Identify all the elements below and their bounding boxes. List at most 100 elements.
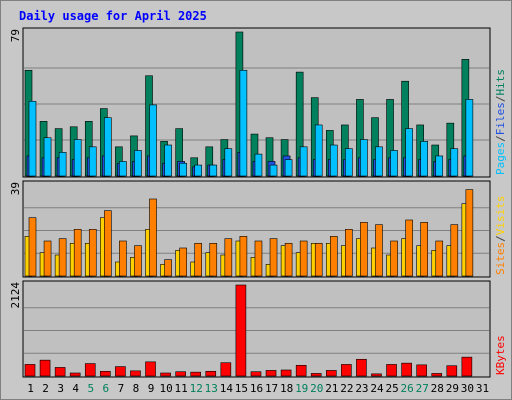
x-tick-label-day-3: 3 [57, 382, 64, 395]
x-tick-label-day-5: 5 [87, 382, 94, 395]
bar-pages-day-8 [134, 150, 142, 177]
x-tick-label-day-24: 24 [370, 382, 384, 395]
bar-sites-day-20 [314, 243, 323, 277]
bar-pages-day-17 [269, 164, 278, 177]
bar-kbytes-day-6 [100, 370, 111, 377]
bar-pages-day-22 [345, 148, 353, 177]
bar-pages-day-3 [58, 152, 67, 177]
bar-sites-day-7 [119, 240, 127, 277]
bar-pages-day-18 [284, 159, 293, 177]
bar-kbytes-day-8 [130, 370, 141, 377]
x-tick-label-day-31: 31 [476, 382, 489, 395]
x-tick-label-day-16: 16 [250, 382, 263, 395]
bar-kbytes-day-18 [280, 369, 292, 377]
bar-kbytes-day-16 [250, 371, 262, 377]
panel-hits-max-label: 79 [9, 29, 22, 42]
bar-sites-day-2 [43, 240, 52, 277]
chart-title: Daily usage for April 2025 [19, 9, 207, 23]
bar-pages-day-28 [435, 155, 444, 177]
bar-pages-day-26 [405, 128, 413, 177]
x-tick-label-day-10: 10 [159, 382, 172, 395]
bar-sites-day-23 [360, 222, 368, 277]
bar-sites-day-17 [269, 238, 278, 277]
bar-sites-day-1 [28, 217, 37, 277]
x-tick-label-day-30: 30 [461, 382, 474, 395]
panel-kbytes-legend: KBytes [494, 335, 507, 375]
x-tick-label-day-15: 15 [235, 382, 248, 395]
legend-item: / [494, 235, 507, 242]
bar-sites-day-16 [254, 240, 263, 277]
bar-kbytes-day-9 [145, 361, 156, 377]
bar-pages-day-2 [43, 137, 52, 177]
bar-pages-day-13 [209, 164, 218, 177]
x-tick-label-day-23: 23 [355, 382, 368, 395]
bar-pages-day-14 [224, 148, 233, 177]
bar-kbytes-day-2 [39, 359, 51, 377]
legend-item: Hits [494, 69, 507, 96]
bar-pages-day-25 [390, 150, 398, 177]
bar-sites-day-30 [465, 189, 474, 277]
bar-kbytes-day-12 [190, 371, 202, 377]
panel-visits-legend: Sites/Visits [494, 196, 507, 276]
x-tick-label-day-7: 7 [118, 382, 125, 395]
bar-sites-day-26 [405, 219, 413, 277]
bar-pages-day-16 [254, 153, 263, 177]
x-tick-label-day-26: 26 [401, 382, 414, 395]
legend-item: Sites [494, 242, 507, 275]
bar-pages-day-30 [465, 99, 474, 177]
x-tick-label-day-28: 28 [431, 382, 444, 395]
bar-sites-day-5 [88, 229, 97, 277]
legend-item: / [494, 135, 507, 142]
bar-pages-day-10 [164, 144, 172, 177]
bar-kbytes-day-20 [310, 373, 322, 377]
bar-pages-day-1 [28, 100, 37, 177]
bar-kbytes-day-15 [235, 284, 247, 377]
x-tick-label-day-19: 19 [295, 382, 308, 395]
panel-hits-legend: Pages/Files/Hits [494, 69, 507, 175]
bar-sites-day-22 [345, 229, 353, 277]
bar-sites-day-29 [450, 224, 459, 277]
x-tick-label-day-8: 8 [133, 382, 140, 395]
x-tick-label-day-6: 6 [103, 382, 110, 395]
x-tick-label-day-25: 25 [385, 382, 398, 395]
bar-kbytes-day-28 [431, 373, 443, 377]
bar-kbytes-day-7 [115, 366, 126, 377]
x-tick-label-day-9: 9 [148, 382, 155, 395]
bar-kbytes-day-19 [295, 364, 307, 377]
bar-sites-day-24 [375, 224, 383, 277]
bar-kbytes-day-14 [220, 362, 232, 377]
bar-sites-day-28 [435, 240, 444, 277]
bar-kbytes-day-29 [446, 365, 458, 377]
bar-pages-day-20 [314, 124, 323, 177]
x-tick-label-day-14: 14 [220, 382, 234, 395]
bar-kbytes-day-22 [341, 364, 352, 377]
bar-kbytes-day-24 [371, 373, 382, 377]
bar-kbytes-day-21 [325, 370, 337, 377]
x-tick-label-day-21: 21 [325, 382, 338, 395]
x-tick-label-day-22: 22 [340, 382, 353, 395]
legend-item: Pages [494, 142, 507, 175]
bar-kbytes-day-11 [175, 371, 186, 377]
bar-sites-day-8 [134, 245, 142, 277]
panel-kbytes-max-label: 2124 [9, 282, 22, 309]
x-tick-label-day-11: 11 [175, 382, 188, 395]
bar-sites-day-4 [73, 229, 82, 277]
bar-pages-day-21 [329, 144, 338, 177]
bar-sites-day-25 [390, 240, 398, 277]
bar-sites-day-18 [284, 243, 293, 277]
bar-pages-day-11 [179, 162, 187, 177]
bar-pages-day-19 [299, 146, 308, 177]
panel-visits: 39 Sites/Visits [9, 180, 507, 278]
bar-pages-day-29 [450, 148, 459, 177]
legend-item: Files [494, 102, 507, 135]
bar-kbytes-day-27 [416, 364, 427, 377]
x-tick-label-day-20: 20 [310, 382, 323, 395]
bar-pages-day-7 [119, 161, 127, 177]
bar-sites-day-15 [239, 236, 248, 277]
panel-kbytes-background [22, 280, 491, 378]
bar-pages-day-9 [149, 104, 157, 177]
x-tick-label-day-2: 2 [42, 382, 49, 395]
x-tick-label-day-27: 27 [416, 382, 429, 395]
